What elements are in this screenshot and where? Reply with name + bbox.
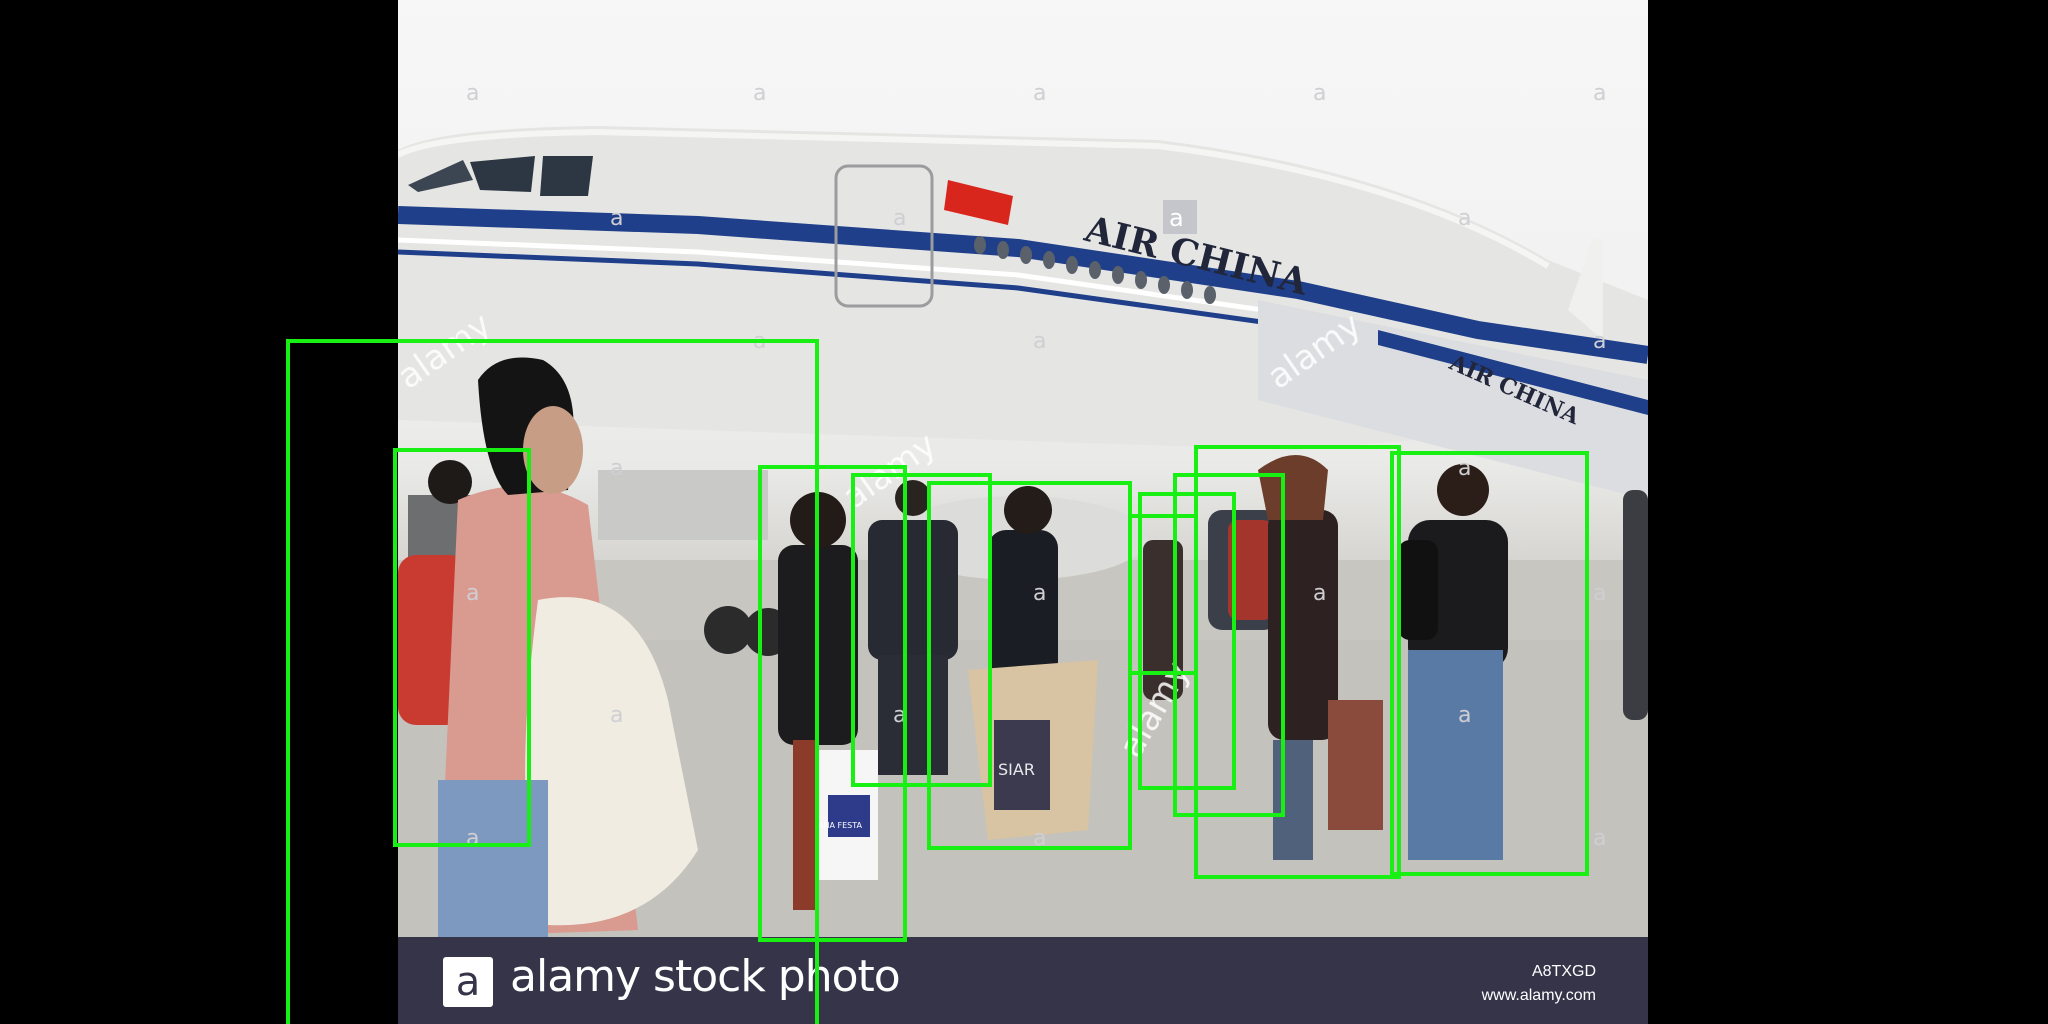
- wm-mark: a: [466, 81, 479, 106]
- site-url: www.alamy.com: [1481, 987, 1596, 1004]
- watermark-badge-mark: a: [1169, 204, 1184, 232]
- brand-name: alamy stock photo: [510, 951, 901, 1002]
- wm-mark: a: [1033, 329, 1046, 354]
- wm-mark: a: [893, 206, 906, 231]
- bag-lettering-dark: SIAR: [998, 760, 1035, 779]
- wm-mark: a: [1593, 581, 1606, 606]
- flag: [944, 180, 1013, 225]
- wm-mark: a: [1313, 81, 1326, 106]
- photo-scene: AIR CHINA AIR CHINA: [398, 81, 1648, 937]
- wm-mark: a: [1033, 81, 1046, 106]
- wm-mark: a: [1458, 456, 1471, 481]
- wm-mark: a: [1458, 703, 1471, 728]
- wm-mark: a: [610, 703, 623, 728]
- wm-mark: a: [1033, 581, 1046, 606]
- wm-mark: a: [753, 329, 766, 354]
- wm-mark: a: [1313, 581, 1326, 606]
- wm-mark: a: [1593, 81, 1606, 106]
- image-id: A8TXGD: [1531, 963, 1596, 980]
- wm-mark: a: [610, 206, 623, 231]
- watermark-badge: [1163, 200, 1197, 234]
- alamy-logo-icon: a: [443, 957, 493, 1007]
- wm-mark: a: [610, 456, 623, 481]
- wm-mark: a: [466, 581, 479, 606]
- wm-mark: a: [1033, 826, 1046, 851]
- bag-lettering-white: ANA FESTA: [818, 821, 862, 830]
- wm-mark: a: [1458, 206, 1471, 231]
- wm-mark: a: [893, 703, 906, 728]
- wm-mark: a: [753, 81, 766, 106]
- wm-mark: a: [466, 826, 479, 851]
- stock-footer-bar: a alamy stock photo A8TXGD www.alamy.com: [398, 937, 1648, 1024]
- stock-photo: AIR CHINA AIR CHINA: [398, 0, 1648, 937]
- wm-mark: a: [1593, 826, 1606, 851]
- wm-mark: a: [1593, 329, 1606, 354]
